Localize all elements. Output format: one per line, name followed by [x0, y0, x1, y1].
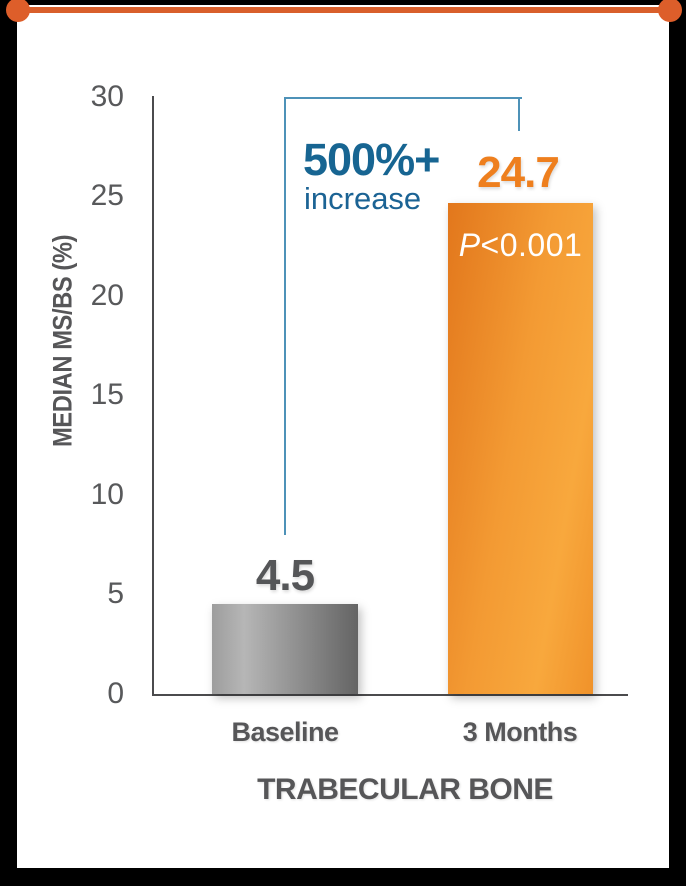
increase-bracket-right-leg: [518, 99, 520, 131]
x-axis-line: [152, 694, 628, 696]
top-accent-rule: [17, 7, 669, 13]
y-tick-15: 15: [90, 378, 124, 411]
y-tick-10: 10: [90, 478, 124, 511]
bar-3-months: P<0.001: [448, 203, 593, 694]
y-tick-5: 5: [107, 577, 124, 610]
increase-annotation-headline: 500%+: [303, 134, 440, 185]
y-tick-30: 30: [90, 80, 124, 113]
increase-bracket: [284, 97, 522, 535]
y-tick-20: 20: [90, 279, 124, 312]
x-axis-title: TRABECULAR BONE: [257, 773, 553, 806]
accent-dot-left-icon: [6, 0, 30, 22]
bar-baseline: [212, 604, 358, 694]
y-axis-title: MEDIAN MS/BS (%): [47, 234, 78, 448]
y-tick-25: 25: [90, 179, 124, 212]
value-label-3-months: 24.7: [477, 148, 560, 197]
p-value-italic-p: P: [458, 227, 481, 263]
accent-dot-right-icon: [658, 0, 682, 22]
p-value-label: P<0.001: [448, 227, 593, 264]
y-axis-line: [152, 96, 154, 696]
increase-annotation-subtext: increase: [304, 181, 422, 216]
x-tick-baseline: Baseline: [231, 717, 339, 747]
y-tick-0: 0: [107, 677, 124, 710]
x-tick-3-months: 3 Months: [462, 717, 578, 747]
value-label-baseline: 4.5: [255, 551, 315, 600]
p-value-number: <0.001: [480, 227, 583, 263]
